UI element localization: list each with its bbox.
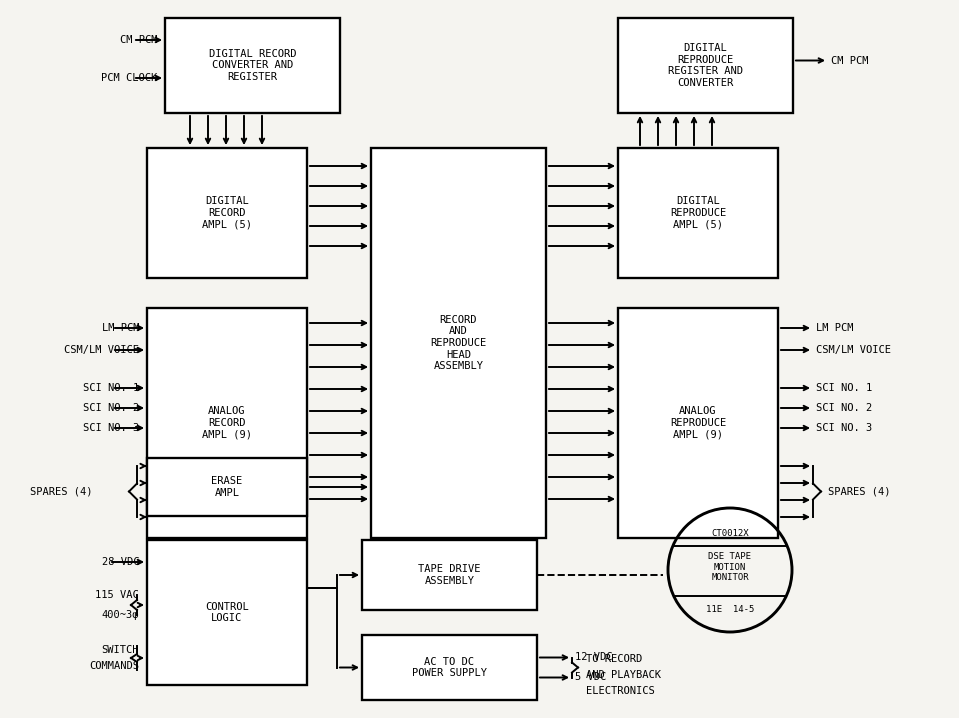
Text: SPARES (4): SPARES (4)	[828, 487, 891, 497]
Text: SCI NO. 3: SCI NO. 3	[816, 423, 873, 433]
Text: SWITCH: SWITCH	[102, 645, 139, 655]
Text: SCI NO. 1: SCI NO. 1	[816, 383, 873, 393]
Text: DSE TAPE
MOTION
MONITOR: DSE TAPE MOTION MONITOR	[709, 552, 752, 582]
Text: AC TO DC
POWER SUPPLY: AC TO DC POWER SUPPLY	[412, 657, 487, 679]
Bar	[618, 18, 793, 113]
Text: SCI NO. 1: SCI NO. 1	[82, 383, 139, 393]
Text: RECORD
AND
REPRODUCE
HEAD
ASSEMBLY: RECORD AND REPRODUCE HEAD ASSEMBLY	[431, 314, 486, 371]
Text: TAPE DRIVE
ASSEMBLY: TAPE DRIVE ASSEMBLY	[418, 564, 480, 586]
Bar	[165, 18, 340, 113]
Text: ANALOG
REPRODUCE
AMPL (9): ANALOG REPRODUCE AMPL (9)	[670, 406, 726, 439]
Bar	[147, 308, 307, 538]
Text: DIGITAL
REPRODUCE
REGISTER AND
CONVERTER: DIGITAL REPRODUCE REGISTER AND CONVERTER	[668, 43, 743, 88]
Bar	[147, 148, 307, 278]
Text: COMMANDS: COMMANDS	[89, 661, 139, 671]
Text: 12 VDC: 12 VDC	[575, 653, 613, 663]
Text: SPARES (4): SPARES (4)	[30, 487, 92, 497]
Bar	[147, 540, 307, 685]
Text: SCI NO. 2: SCI NO. 2	[816, 403, 873, 413]
Text: 400~3φ: 400~3φ	[102, 610, 139, 620]
Text: CM PCM: CM PCM	[831, 55, 869, 65]
Bar	[371, 148, 546, 538]
Text: CM PCM: CM PCM	[120, 35, 157, 45]
Text: DIGITAL
REPRODUCE
AMPL (5): DIGITAL REPRODUCE AMPL (5)	[670, 197, 726, 230]
Text: 11E  14-5: 11E 14-5	[706, 605, 754, 614]
Text: 5 VDC: 5 VDC	[575, 673, 606, 683]
Text: LM PCM: LM PCM	[816, 323, 854, 333]
Text: ELECTRONICS: ELECTRONICS	[586, 686, 655, 696]
Bar	[147, 458, 307, 516]
Text: SCI NO. 2: SCI NO. 2	[82, 403, 139, 413]
Text: SCI NO. 3: SCI NO. 3	[82, 423, 139, 433]
Text: CONTROL
LOGIC: CONTROL LOGIC	[205, 602, 249, 623]
Text: CT0012X: CT0012X	[712, 529, 749, 538]
Text: 28 VDC: 28 VDC	[102, 557, 139, 567]
Text: PCM CLOCK: PCM CLOCK	[101, 73, 157, 83]
Text: AND PLAYBACK: AND PLAYBACK	[586, 671, 661, 681]
Text: 115 VAC: 115 VAC	[95, 590, 139, 600]
Bar	[362, 635, 537, 700]
Text: TO RECORD: TO RECORD	[586, 655, 643, 664]
Bar	[618, 308, 778, 538]
Text: CSM/LM VOICE: CSM/LM VOICE	[816, 345, 891, 355]
Text: CSM/LM VOICE: CSM/LM VOICE	[64, 345, 139, 355]
Bar	[618, 148, 778, 278]
Text: DIGITAL
RECORD
AMPL (5): DIGITAL RECORD AMPL (5)	[202, 197, 252, 230]
Text: ANALOG
RECORD
AMPL (9): ANALOG RECORD AMPL (9)	[202, 406, 252, 439]
Bar	[362, 540, 537, 610]
Text: ERASE
AMPL: ERASE AMPL	[211, 476, 243, 498]
Text: LM PCM: LM PCM	[102, 323, 139, 333]
Text: DIGITAL RECORD
CONVERTER AND
REGISTER: DIGITAL RECORD CONVERTER AND REGISTER	[209, 49, 296, 82]
